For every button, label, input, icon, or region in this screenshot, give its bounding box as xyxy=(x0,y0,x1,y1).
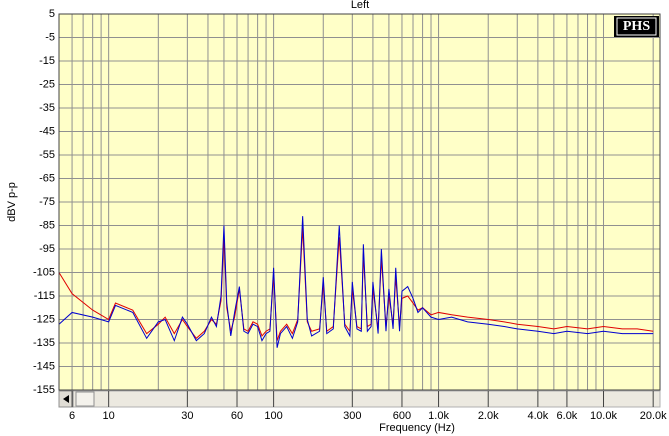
x-tick-label: 20.0k xyxy=(640,410,667,422)
x-tick-label: 4.0k xyxy=(527,410,548,422)
x-tick-label: 60 xyxy=(231,410,243,422)
series-line xyxy=(58,216,654,348)
y-tick-label: 5 xyxy=(49,8,55,20)
y-tick-label: -55 xyxy=(39,149,55,161)
chart-title: Left xyxy=(351,0,369,11)
x-tick-label: 600 xyxy=(393,410,411,422)
y-tick-label: -145 xyxy=(33,360,55,372)
y-tick-label: -85 xyxy=(39,219,55,231)
x-tick-label: 6 xyxy=(69,410,75,422)
y-tick-label: -155 xyxy=(33,384,55,396)
y-tick-label: -95 xyxy=(39,243,55,255)
x-tick-label: 2.0k xyxy=(478,410,499,422)
x-axis-label: Frequency (Hz) xyxy=(379,422,455,434)
scroll-thumb[interactable] xyxy=(75,391,95,407)
x-tick-label: 6.0k xyxy=(557,410,578,422)
x-tick-label: 10 xyxy=(103,410,115,422)
y-tick-label: -15 xyxy=(39,55,55,67)
y-tick-label: -75 xyxy=(39,196,55,208)
lines xyxy=(58,216,654,348)
logo-frame xyxy=(616,17,657,36)
scroll-left-arrow xyxy=(63,395,69,403)
scrollbar[interactable] xyxy=(58,390,661,408)
y-tick-label: -125 xyxy=(33,313,55,325)
plot-border xyxy=(58,13,661,391)
y-tick-label: -45 xyxy=(39,125,55,137)
x-tick-label: 30 xyxy=(181,410,193,422)
grid xyxy=(59,13,660,391)
y-tick-label: -25 xyxy=(39,78,55,90)
x-tick-label: 1.0k xyxy=(428,410,449,422)
x-tick-label: 100 xyxy=(264,410,282,422)
y-tick-label: -35 xyxy=(39,102,55,114)
y-axis-label: dBV p-p xyxy=(6,182,18,222)
y-tick-label: -135 xyxy=(33,337,55,349)
x-tick-label: 300 xyxy=(343,410,361,422)
logo-box xyxy=(614,16,659,37)
y-tick-label: -115 xyxy=(34,290,55,302)
y-tick-label: -5 xyxy=(45,31,55,43)
y-tick-label: -105 xyxy=(33,266,55,278)
logo: PHS xyxy=(623,19,650,34)
y-tick-label: -65 xyxy=(39,172,55,184)
x-tick-label: 10.0k xyxy=(590,410,617,422)
